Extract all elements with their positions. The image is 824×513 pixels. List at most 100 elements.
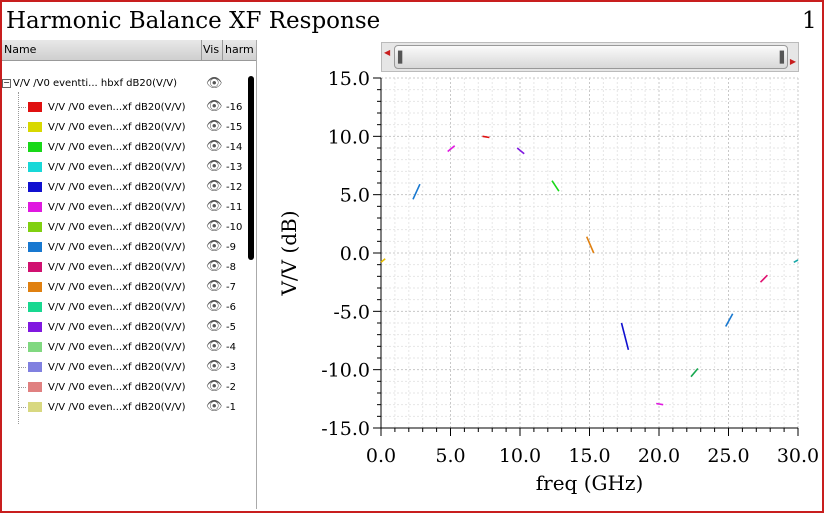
legend-item[interactable]: V/V /V0 even...xf dB20(V/V) 👁 -1	[2, 398, 256, 418]
tree-connector	[18, 367, 26, 368]
eye-icon[interactable]: 👁	[206, 119, 223, 134]
series-line	[482, 135, 490, 139]
series-line	[551, 180, 560, 192]
legend-item[interactable]: V/V /V0 even...xf dB20(V/V) 👁 -4	[2, 338, 256, 358]
legend-item[interactable]: V/V /V0 even...xf dB20(V/V) 👁 -9	[2, 238, 256, 258]
series-line	[412, 183, 421, 200]
y-tick-label: 15.0	[328, 68, 370, 90]
legend-panel: Name Vis harm − V/V /V0 eventti... hbxf d…	[2, 40, 256, 424]
panel-divider[interactable]	[256, 40, 257, 509]
tree-connector	[18, 187, 26, 188]
legend-item[interactable]: V/V /V0 even...xf dB20(V/V) 👁 -13	[2, 158, 256, 178]
eye-icon[interactable]: 👁	[206, 199, 223, 214]
scroll-left-icon[interactable]: ◀	[384, 48, 391, 57]
legend-item[interactable]: V/V /V0 even...xf dB20(V/V) 👁 -6	[2, 298, 256, 318]
scroll-right-icon[interactable]: ▶	[789, 57, 796, 66]
harmonic-value: -12	[226, 182, 243, 193]
collapse-icon[interactable]: −	[2, 77, 11, 88]
y-tick-label: -15.0	[321, 418, 370, 440]
eye-icon[interactable]: 👁	[206, 319, 223, 334]
legend-item[interactable]: V/V /V0 even...xf dB20(V/V) 👁 -5	[2, 318, 256, 338]
color-swatch	[28, 102, 42, 112]
column-vis[interactable]: Vis	[203, 43, 220, 56]
legend-item[interactable]: V/V /V0 even...xf dB20(V/V) 👁 -14	[2, 138, 256, 158]
eye-icon[interactable]: 👁	[206, 399, 223, 414]
eye-icon[interactable]: 👁	[206, 159, 223, 174]
legend-item-label: V/V /V0 even...xf dB20(V/V)	[48, 382, 186, 393]
column-harm[interactable]: harm	[225, 43, 254, 56]
grip-icon[interactable]: ▌	[398, 51, 407, 64]
horizontal-scrollbar[interactable]: ◀ ▌ ▐ ▶	[381, 42, 799, 72]
color-swatch	[28, 402, 42, 412]
series-line	[620, 322, 630, 350]
tree-connector	[18, 147, 26, 148]
legend-item[interactable]: V/V /V0 even...xf dB20(V/V) 👁 -3	[2, 358, 256, 378]
harmonic-value: -10	[226, 222, 243, 233]
color-swatch	[28, 282, 42, 292]
x-tick-label: 15.0	[568, 445, 610, 467]
x-tick-label: 30.0	[777, 445, 819, 467]
legend-item[interactable]: V/V /V0 even...xf dB20(V/V) 👁 -8	[2, 258, 256, 278]
vertical-scrollbar[interactable]	[248, 76, 254, 260]
series-line	[690, 367, 699, 378]
eye-icon[interactable]: 👁	[206, 339, 223, 354]
eye-icon[interactable]: 👁	[206, 219, 223, 234]
legend-item-label: V/V /V0 even...xf dB20(V/V)	[48, 402, 186, 413]
harmonic-value: -9	[226, 242, 236, 253]
eye-icon[interactable]: 👁	[206, 279, 223, 294]
legend-item[interactable]: V/V /V0 even...xf dB20(V/V) 👁 -10	[2, 218, 256, 238]
harmonic-value: -13	[226, 162, 243, 173]
grid	[380, 77, 799, 429]
color-swatch	[28, 382, 42, 392]
y-axis-label: V/V (dB)	[277, 210, 301, 296]
tree-guide	[18, 92, 20, 424]
grip-icon[interactable]: ▐	[775, 51, 784, 64]
eye-icon[interactable]: 👁	[206, 259, 223, 274]
legend-item-label: V/V /V0 even...xf dB20(V/V)	[48, 142, 186, 153]
column-separator[interactable]	[222, 40, 223, 60]
tree-connector	[18, 267, 26, 268]
column-name[interactable]: Name	[4, 43, 37, 56]
legend-item-label: V/V /V0 even...xf dB20(V/V)	[48, 222, 186, 233]
legend-item-label: V/V /V0 even...xf dB20(V/V)	[48, 102, 186, 113]
root-label: V/V /V0 eventti... hbxf dB20(V/V)	[13, 78, 177, 89]
x-tick-label: 20.0	[638, 445, 680, 467]
legend-item-label: V/V /V0 even...xf dB20(V/V)	[48, 262, 186, 273]
series-line	[447, 145, 456, 153]
color-swatch	[28, 142, 42, 152]
y-tick-label: -5.0	[333, 301, 370, 323]
harmonic-value: -11	[226, 202, 243, 213]
eye-icon[interactable]: 👁	[206, 99, 223, 114]
legend-item-label: V/V /V0 even...xf dB20(V/V)	[48, 122, 186, 133]
harmonic-value: -3	[226, 362, 236, 373]
legend-item[interactable]: V/V /V0 even...xf dB20(V/V) 👁 -11	[2, 198, 256, 218]
eye-icon[interactable]: 👁	[206, 239, 223, 254]
color-swatch	[28, 122, 42, 132]
eye-icon[interactable]: 👁	[206, 299, 223, 314]
x-tick-label: 25.0	[707, 445, 749, 467]
legend-item[interactable]: V/V /V0 even...xf dB20(V/V) 👁 -7	[2, 278, 256, 298]
eye-icon[interactable]: 👁	[206, 359, 223, 374]
tree-connector	[18, 167, 26, 168]
legend-item-label: V/V /V0 even...xf dB20(V/V)	[48, 182, 186, 193]
tree-root[interactable]: − V/V /V0 eventti... hbxf dB20(V/V) 👁	[2, 76, 223, 91]
plot-area[interactable]: 0.0 5.0 10.0 15.0 20.0 25.0 30.0 15.0 10.0 5.0 0.0…	[262, 60, 822, 510]
tree-connector	[18, 307, 26, 308]
x-tick-label: 5.0	[435, 445, 465, 467]
legend-item-label: V/V /V0 even...xf dB20(V/V)	[48, 322, 186, 333]
legend-item-label: V/V /V0 even...xf dB20(V/V)	[48, 362, 186, 373]
series-line	[656, 402, 664, 406]
legend-item[interactable]: V/V /V0 even...xf dB20(V/V) 👁 -15	[2, 118, 256, 138]
legend-item[interactable]: V/V /V0 even...xf dB20(V/V) 👁 -2	[2, 378, 256, 398]
harmonic-value: -14	[226, 142, 243, 153]
eye-icon[interactable]: 👁	[206, 179, 223, 194]
legend-item[interactable]: V/V /V0 even...xf dB20(V/V) 👁 -12	[2, 178, 256, 198]
harmonic-value: -16	[226, 102, 243, 113]
column-separator[interactable]	[201, 40, 202, 60]
series-group	[380, 135, 799, 406]
legend-item[interactable]: V/V /V0 even...xf dB20(V/V) 👁 -16	[2, 98, 256, 118]
scrollbar-thumb[interactable]: ▌ ▐	[394, 45, 788, 69]
eye-icon[interactable]: 👁	[206, 379, 223, 394]
eye-icon[interactable]: 👁	[206, 76, 223, 91]
eye-icon[interactable]: 👁	[206, 139, 223, 154]
